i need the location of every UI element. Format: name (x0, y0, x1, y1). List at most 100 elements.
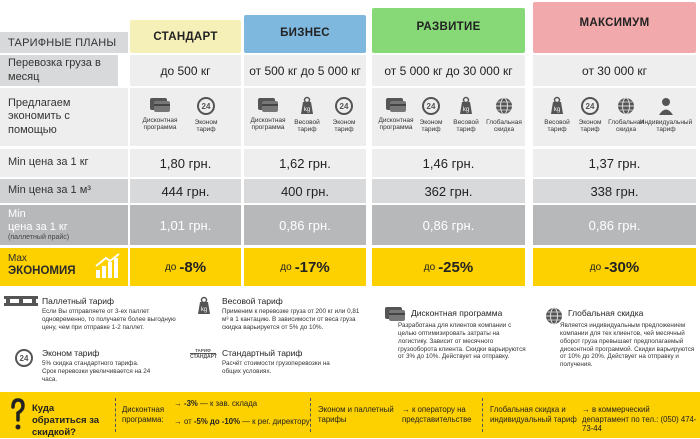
legend-econom-title: Эконом тариф (42, 348, 100, 358)
kg-standard: 1,80 грн. (130, 149, 241, 177)
kg-business: 1,62 грн. (244, 149, 366, 177)
badge-text-a: ТАРИФ (195, 348, 211, 353)
footer-opt2: → от -5% до -10% — к рег. директору (174, 417, 310, 426)
plan-business-header[interactable]: БИЗНЕС (244, 15, 366, 53)
disc-prefix: до (423, 261, 436, 273)
plans-title: ТАРИФНЫЕ ПЛАНЫ (8, 37, 117, 49)
icon-label: Глобальная скидка (608, 119, 644, 134)
pallet-label-a: Min (8, 208, 26, 220)
svg-text:24: 24 (586, 102, 595, 111)
row-label-m3: Min цена за 1 м³ (0, 179, 128, 203)
icon-label: Глобальная скидка (486, 119, 522, 134)
question-icon (10, 398, 26, 437)
econom-tariff-icon: 24 Эконом тариф (570, 96, 610, 133)
legend-standard-title: Стандартный тариф (222, 348, 303, 358)
row-label-offer: Предлагаем экономить с помощью (0, 88, 128, 146)
row-label-pallet: Min цена за 1 кг (паллетный прайс) (0, 205, 128, 245)
legend-global-text: Является индивидуальным предложением ком… (560, 322, 695, 369)
econom-tariff-icon: 24 Эконом тариф (186, 96, 226, 133)
plan-standard-header[interactable]: СТАНДАРТ (130, 20, 241, 53)
icon-label: Эконом тариф (419, 119, 443, 134)
icon-label: Весовой тариф (294, 119, 320, 134)
legend-pallet-text: Если Вы отправляете от 3-ех паллет однов… (42, 308, 176, 331)
svg-text:24: 24 (20, 354, 29, 363)
svg-text:kg: kg (304, 107, 310, 113)
legend-econom-text: 5% скидка стандартного тарифа. Срок пере… (42, 360, 151, 383)
disc-prefix: до (164, 261, 177, 273)
pallet-label-c: (паллетный прайс) (8, 234, 70, 242)
icon-label: Весовой тариф (544, 119, 570, 134)
legend-discount-title: Дисконтная программа (411, 308, 503, 318)
m3-business: 400 грн. (244, 179, 366, 203)
badge-text-b: СТАНДАРТ (190, 353, 217, 360)
row-label-volume: Перевозка груза в месяц (0, 55, 118, 86)
disc-value: -25% (438, 258, 474, 276)
individual-tariff-icon: Индивидуальный тариф (640, 96, 692, 133)
max-label-b: ЭКОНОМИЯ (8, 265, 76, 277)
footer-global-label: Глобальная скидка и индивидуальный тариф (490, 405, 577, 424)
legend-discount-text: Разработана для клиентов компании с цель… (398, 322, 526, 361)
title-cell (0, 32, 128, 53)
legend-global-title: Глобальная скидка (568, 308, 644, 318)
opt2-value: -5% до -10% (193, 417, 241, 426)
icon-label: Эконом тариф (194, 119, 218, 134)
global-discount-icon: Глобальная скидка (606, 96, 646, 133)
growth-chart-icon (94, 252, 122, 285)
opt2-prefix: от (183, 417, 192, 426)
opt2-text: — к рег. директору (242, 417, 310, 426)
discount-legend-icon (384, 305, 406, 328)
icon-label: Весовой тариф (453, 119, 479, 134)
icon-label: Эконом тариф (332, 119, 356, 134)
pallet-maximum: 0,86 грн. (533, 205, 696, 245)
weight-legend-icon: kg (194, 296, 214, 321)
footer-econom-label: Эконом и паллетный тарифы (318, 405, 394, 424)
volume-business: от 500 кг до 5 000 кг (244, 55, 366, 86)
offer-maximum (533, 88, 696, 146)
footer-question: Куда обратиться за скидкой? (32, 403, 100, 438)
plan-maximum-header[interactable]: МАКСИМУМ (533, 2, 696, 53)
m3-growth: 362 грн. (372, 179, 525, 203)
plan-name: БИЗНЕС (280, 27, 330, 39)
svg-text:kg: kg (554, 107, 560, 113)
disc-value: -30% (604, 258, 640, 276)
econom-tariff-icon: 24 Эконом тариф (411, 96, 451, 133)
volume-maximum: от 30 000 кг (533, 55, 696, 86)
kg-growth: 1,46 грн. (372, 149, 525, 177)
pallet-standard: 1,01 грн. (130, 205, 241, 245)
econom-tariff-icon: 24 Эконом тариф (324, 96, 364, 133)
max-standard: до -8% (130, 248, 241, 286)
disc-value: -8% (179, 258, 207, 276)
volume-growth: от 5 000 кг до 30 000 кг (372, 55, 525, 86)
plan-name: МАКСИМУМ (579, 17, 650, 29)
svg-text:kg: kg (463, 107, 469, 113)
plan-growth-header[interactable]: РАЗВИТИЕ (372, 8, 525, 53)
discount-program-icon: Дисконтная программа (376, 96, 416, 131)
svg-text:kg: kg (201, 307, 207, 313)
svg-text:24: 24 (340, 102, 349, 111)
econom-target-text: к оператору на представительстве (402, 405, 472, 424)
footer-divider (310, 398, 311, 432)
max-maximum: до -30% (533, 248, 696, 286)
disc-prefix: до (280, 261, 292, 273)
legend-weight-text: Применим к перевозке груза от 200 кг или… (222, 308, 360, 331)
footer-opt1: → -3% — к зав. склада (174, 399, 258, 408)
pallet-business: 0,86 грн. (244, 205, 366, 245)
volume-standard: до 500 кг (130, 55, 241, 86)
max-business: до -17% (244, 248, 366, 286)
weight-tariff-icon: kg Весовой тариф (287, 96, 327, 133)
global-legend-icon (544, 306, 564, 331)
row-label-kg: Min цена за 1 кг (0, 149, 128, 177)
row-label-max (0, 248, 128, 286)
plan-name: СТАНДАРТ (153, 31, 218, 43)
svg-text:24: 24 (427, 102, 436, 111)
discount-program-icon: Дисконтная программа (248, 96, 288, 131)
plan-name: РАЗВИТИЕ (416, 21, 481, 33)
footer-divider (482, 398, 483, 432)
max-label-a: Max (8, 253, 27, 264)
disc-prefix: до (589, 261, 602, 273)
footer-divider (115, 398, 116, 432)
footer-discount-label: Дисконтная программа: (122, 405, 165, 424)
global-target-text[interactable]: в коммерческий департамент по тел.: (050… (582, 405, 697, 434)
m3-maximum: 338 грн. (533, 179, 696, 203)
footer-global-target[interactable]: → в коммерческий департамент по тел.: (0… (582, 405, 697, 434)
